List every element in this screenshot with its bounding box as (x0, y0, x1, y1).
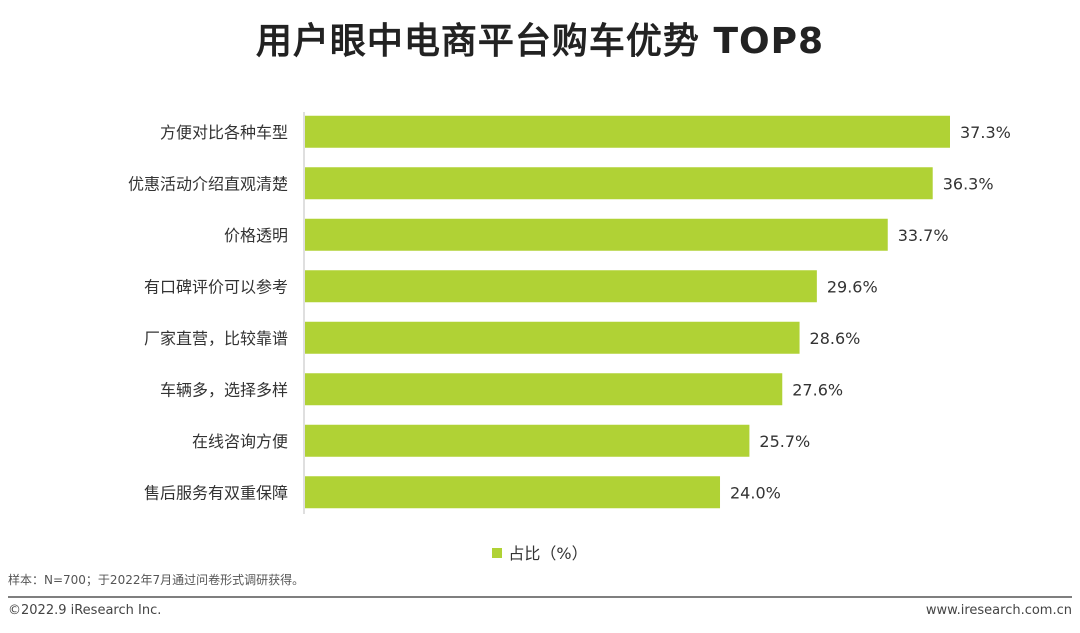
category-label: 售后服务有双重保障 (144, 483, 288, 502)
category-label: 厂家直营，比较靠谱 (144, 329, 288, 348)
value-label: 37.3% (960, 123, 1011, 142)
footer-divider (8, 596, 1072, 598)
category-label: 价格透明 (224, 226, 288, 245)
value-label: 29.6% (827, 277, 878, 296)
value-label: 28.6% (810, 329, 861, 348)
category-label: 优惠活动介绍直观清楚 (128, 174, 288, 193)
value-label: 24.0% (730, 483, 781, 502)
value-label: 36.3% (943, 174, 994, 193)
bar (305, 270, 817, 303)
category-label: 在线咨询方便 (192, 432, 288, 451)
sample-note: 样本：N=700；于2022年7月通过问卷形式调研获得。 (8, 573, 305, 587)
bar (305, 218, 888, 251)
legend-swatch (492, 548, 503, 558)
bar (305, 476, 721, 509)
bar (305, 424, 750, 457)
bar (305, 321, 800, 354)
legend: 占比（%） (0, 540, 1080, 564)
bar-chart: 方便对比各种车型 37.3% 优惠活动介绍直观清楚 36.3% 价格透明 33.7% 有口碑… (128, 112, 1011, 514)
value-label: 33.7% (898, 226, 949, 245)
value-label: 27.6% (792, 380, 843, 399)
category-label: 方便对比各种车型 (160, 123, 288, 142)
bar (305, 373, 783, 406)
footer-copyright: ©2022.9 iResearch Inc. (8, 603, 162, 618)
footer-website: www.iresearch.com.cn (925, 603, 1072, 618)
bar (305, 115, 950, 148)
category-label: 有口碑评价可以参考 (144, 277, 288, 296)
legend-label: 占比（%） (508, 544, 588, 563)
chart-title: 用户眼中电商平台购车优势 TOP8 (255, 21, 825, 62)
category-label: 车辆多，选择多样 (160, 380, 288, 399)
bar (305, 167, 933, 200)
value-label: 25.7% (759, 432, 810, 451)
